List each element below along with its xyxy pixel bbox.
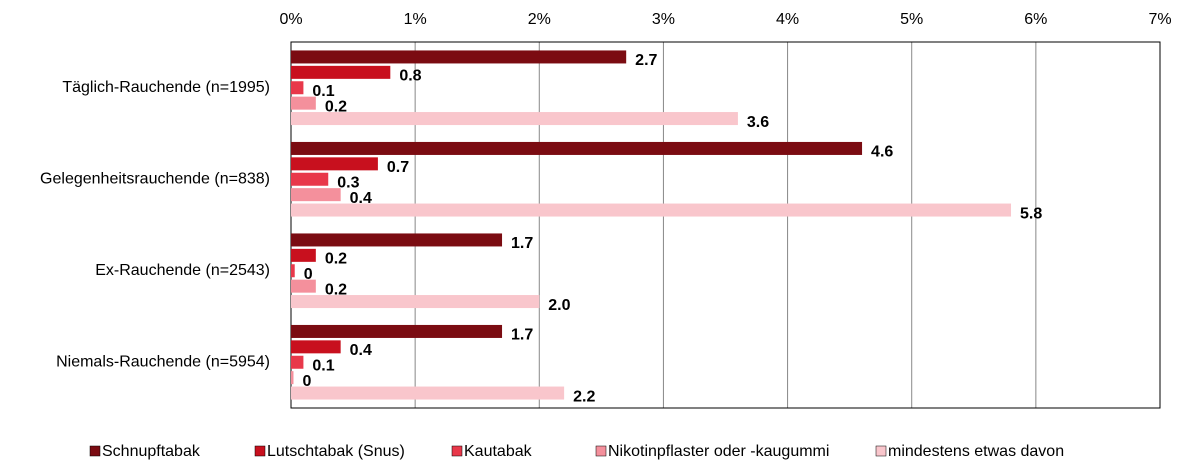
bar <box>291 233 503 247</box>
value-label: 0 <box>302 373 311 390</box>
value-label: 2.0 <box>548 297 570 314</box>
legend-label: mindestens etwas davon <box>888 443 1064 460</box>
x-tick-label: 1% <box>404 11 427 28</box>
category-label: Ex-Rauchende (n=2543) <box>95 262 270 279</box>
bar <box>291 248 316 262</box>
plot-border <box>290 41 1161 409</box>
bar <box>291 96 316 110</box>
bar <box>291 355 304 369</box>
bar <box>291 81 304 95</box>
legend-label: Nikotinpflaster oder -kaugummi <box>608 443 829 460</box>
value-label: 0 <box>304 266 313 283</box>
legend-swatch <box>254 445 266 457</box>
value-label: 0.2 <box>325 281 347 298</box>
x-tick-label: 2% <box>528 11 551 28</box>
bar <box>291 340 341 354</box>
value-label: 0.4 <box>350 342 372 359</box>
bar <box>291 141 863 155</box>
value-label: 4.6 <box>871 144 893 161</box>
value-label: 0.8 <box>399 68 421 85</box>
bar <box>291 157 378 171</box>
bar <box>291 172 329 186</box>
value-label: 0.1 <box>312 83 334 100</box>
value-label: 3.6 <box>747 114 769 131</box>
bar <box>291 65 391 79</box>
x-tick-label: 7% <box>1148 11 1171 28</box>
legend-label: Schnupftabak <box>102 443 201 460</box>
legend-swatch <box>595 445 607 457</box>
value-label: 0.7 <box>387 159 409 176</box>
category-label: Niemals-Rauchende (n=5954) <box>56 353 270 370</box>
bar <box>291 188 341 202</box>
bar <box>291 112 738 126</box>
legend-swatch <box>89 445 101 457</box>
x-tick-label: 3% <box>652 11 675 28</box>
value-label: 0.4 <box>350 190 372 207</box>
legend-label: Kautabak <box>464 443 533 460</box>
value-label: 0.2 <box>325 251 347 268</box>
value-label: 0.3 <box>337 174 359 191</box>
value-label: 1.7 <box>511 235 533 252</box>
category-label: Gelegenheitsrauchende (n=838) <box>40 170 270 187</box>
value-label: 1.7 <box>511 327 533 344</box>
x-tick-label: 6% <box>1024 11 1047 28</box>
bar <box>291 50 627 64</box>
value-label: 2.2 <box>573 388 595 405</box>
legend-swatch <box>875 445 887 457</box>
bar <box>291 203 1012 217</box>
legend-swatch <box>451 445 463 457</box>
x-tick-label: 5% <box>900 11 923 28</box>
x-tick-label: 4% <box>776 11 799 28</box>
category-label: Täglich-Rauchende (n=1995) <box>62 79 270 96</box>
value-label: 0.1 <box>312 357 334 374</box>
value-label: 2.7 <box>635 52 657 69</box>
bar <box>291 324 503 338</box>
x-tick-label: 0% <box>279 11 302 28</box>
bar <box>291 386 565 400</box>
bar <box>291 279 316 293</box>
bar <box>291 295 540 309</box>
value-label: 0.2 <box>325 98 347 115</box>
value-label: 5.8 <box>1020 205 1042 222</box>
bar <box>291 371 294 385</box>
bar <box>291 264 295 278</box>
legend-label: Lutschtabak (Snus) <box>267 443 405 460</box>
